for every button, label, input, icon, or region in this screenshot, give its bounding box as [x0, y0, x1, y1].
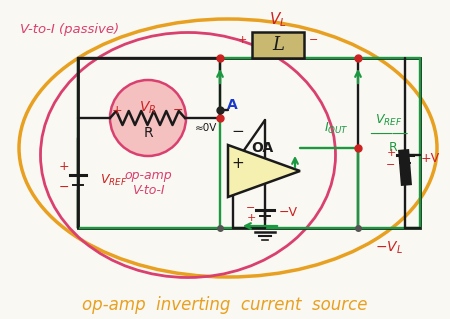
Text: V-to-I: V-to-I: [132, 183, 164, 197]
Text: V-to-I (passive): V-to-I (passive): [20, 24, 119, 36]
Text: +: +: [246, 213, 256, 223]
Text: +: +: [58, 160, 69, 174]
Text: −: −: [309, 35, 319, 45]
Text: $I_{OUT}$: $I_{OUT}$: [324, 121, 348, 136]
Circle shape: [110, 80, 186, 156]
Text: +V: +V: [421, 152, 440, 166]
Text: L: L: [272, 36, 284, 54]
Text: A: A: [227, 98, 238, 112]
Text: $V_{REF}$
─────
  R: $V_{REF}$ ───── R: [370, 113, 408, 153]
Polygon shape: [228, 145, 300, 197]
Text: +: +: [386, 148, 396, 158]
Text: $V_{REF}$: $V_{REF}$: [100, 173, 127, 188]
Text: OA: OA: [251, 141, 273, 155]
Text: −: −: [59, 181, 69, 194]
Bar: [78, 58, 420, 228]
Text: $V_L$: $V_L$: [269, 11, 287, 29]
Text: ≈0V: ≈0V: [195, 123, 217, 133]
Text: $V_R$: $V_R$: [140, 100, 157, 116]
Text: +: +: [237, 35, 247, 45]
Text: −: −: [173, 103, 183, 116]
Text: −: −: [246, 203, 256, 213]
Text: −: −: [386, 160, 396, 170]
Text: op-amp: op-amp: [124, 168, 172, 182]
Text: op-amp  inverting  current  source: op-amp inverting current source: [82, 296, 368, 314]
Text: R: R: [143, 126, 153, 140]
Text: −: −: [232, 124, 244, 139]
Text: +: +: [232, 157, 244, 172]
Bar: [252, 32, 304, 58]
Text: +: +: [112, 103, 122, 116]
Text: $-V_L$: $-V_L$: [375, 240, 403, 256]
Text: −V: −V: [279, 205, 298, 219]
